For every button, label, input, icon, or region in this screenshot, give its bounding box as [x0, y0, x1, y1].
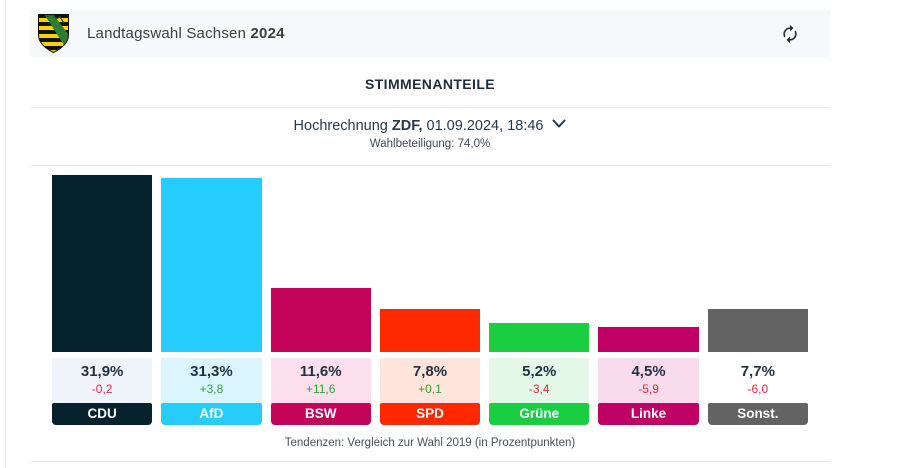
projection-datetime: 01.09.2024, 18:46 [422, 118, 544, 134]
value-box-2: 11,6% +11,6 [270, 358, 371, 403]
saxony-coat-of-arms-logo [38, 14, 69, 53]
party-column-3: 7,8% +0,1 SPD [379, 165, 481, 425]
value-label: 7,8% [412, 363, 448, 380]
divider [30, 165, 830, 166]
bar-2 [270, 288, 371, 352]
bar-1 [161, 178, 262, 352]
widget-title-text: Landtagswahl Sachsen [87, 25, 247, 42]
party-name-band-2: BSW [270, 403, 371, 425]
chevron-down-icon [552, 119, 566, 128]
value-label: 31,3% [190, 363, 233, 380]
party-column-4: 5,2% -3,4 Grüne [489, 165, 590, 425]
trend-label: +0,1 [418, 382, 442, 396]
refresh-button[interactable] [780, 23, 802, 45]
widget-title: Landtagswahl Sachsen 2024 [87, 25, 285, 42]
value-label: 4,5% [631, 363, 666, 380]
bar-zone [598, 165, 699, 352]
widget-header: Landtagswahl Sachsen 2024 [30, 10, 830, 57]
value-box-3: 7,8% +0,1 [379, 358, 481, 403]
bar-zone [52, 165, 153, 352]
divider [30, 107, 830, 108]
value-label: 5,2% [522, 363, 557, 380]
refresh-icon [783, 24, 797, 44]
bar-zone [161, 165, 262, 352]
trend-label: -5,9 [638, 382, 659, 396]
party-name-band-3: SPD [379, 403, 481, 425]
party-column-2: 11,6% +11,6 BSW [270, 165, 371, 425]
value-label: 7,7% [740, 363, 775, 380]
projection-selector[interactable]: Hochrechnung ZDF, 01.09.2024, 18:46 [30, 118, 830, 134]
party-name-band-6: Sonst. [707, 403, 808, 425]
projection-label: Hochrechnung [293, 118, 392, 134]
projection-source: ZDF, [391, 118, 423, 134]
value-label: 31,9% [80, 363, 124, 380]
bar-3 [379, 309, 481, 352]
trend-label: +3,8 [199, 382, 224, 396]
party-column-6: 7,7% -6,0 Sonst. [707, 165, 808, 425]
bar-4 [489, 323, 590, 352]
widget-title-year: 2024 [250, 25, 285, 42]
bar-zone [270, 165, 371, 352]
party-column-5: 4,5% -5,9 Linke [598, 165, 699, 425]
bar-0 [52, 175, 153, 352]
trend-label: -6,0 [747, 382, 769, 396]
party-name-band-4: Grüne [489, 403, 590, 425]
value-box-1: 31,3% +3,8 [161, 358, 262, 403]
page-title: STIMMENANTEILE [364, 76, 496, 92]
bar-5 [598, 327, 699, 352]
value-box-6: 7,7% -6,0 [707, 358, 808, 403]
value-box-4: 5,2% -3,4 [489, 358, 590, 403]
value-label: 11,6% [299, 363, 342, 380]
trend-label: -0,2 [91, 382, 113, 396]
party-column-1: 31,3% +3,8 AfD [161, 165, 262, 425]
election-widget: Landtagswahl Sachsen 2024 STIMMENANTEILE… [30, 0, 830, 468]
bar-zone [379, 165, 481, 352]
divider [30, 461, 830, 462]
value-box-5: 4,5% -5,9 [598, 358, 699, 403]
trend-note: Tendenzen: Vergleich zur Wahl 2019 (in P… [284, 437, 576, 449]
widget-left-edge [5, 0, 6, 468]
trend-label: -3,4 [528, 382, 550, 396]
value-box-0: 31,9% -0,2 [52, 358, 153, 403]
bar-6 [707, 309, 808, 352]
bar-zone [707, 165, 808, 352]
party-name-band-5: Linke [598, 403, 699, 425]
turnout-text: Wahlbeteiligung: 74,0% [369, 138, 491, 150]
trend-label: +11,6 [305, 382, 336, 396]
party-name-band-1: AfD [161, 403, 262, 425]
party-name-band-0: CDU [52, 403, 153, 425]
vote-share-bar-chart: 31,9% -0,2 CDU 31,3% +3,8 AfD 11,6% +11,6 BSW 7,8… [52, 165, 808, 425]
bar-zone [489, 165, 590, 352]
party-column-0: 31,9% -0,2 CDU [52, 165, 153, 425]
